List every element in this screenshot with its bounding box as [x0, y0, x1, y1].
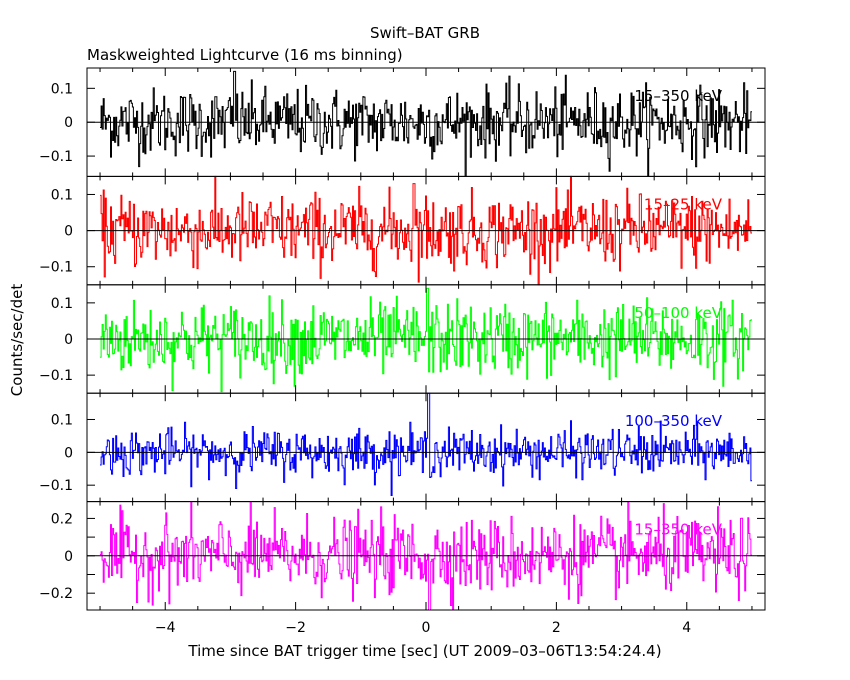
y-axis-label: Counts/sec/det [8, 284, 26, 397]
panel-2: −0.1 0 0.1 15–25 keV [39, 175, 766, 286]
y-tick-label: 0.1 [51, 187, 73, 203]
panel-energy-label: 15–25 keV [644, 195, 723, 213]
lightcurve-series [100, 501, 752, 611]
panel-1: −0.1 0 0.1 15–350 keV [39, 67, 766, 177]
panels-group: −0.1 0 0.1 15–350 keV −0.1 0 0.1 15–25 keV −0.1 0… [39, 67, 766, 636]
panel-5: −0.2 0 0.2 15–350 keV [39, 501, 766, 611]
chart-subtitle: Maskweighted Lightcurve (16 ms binning) [87, 46, 403, 64]
y-tick-label: 0.1 [51, 296, 73, 312]
y-tick-label: −0.1 [39, 260, 73, 276]
y-tick-label: 0 [64, 445, 73, 461]
lightcurve-series [100, 392, 752, 496]
lightcurve-series [100, 70, 752, 177]
lightcurve-series [100, 175, 752, 286]
panel-energy-label: 100–350 keV [625, 412, 723, 430]
y-tick-label: −0.1 [39, 478, 73, 494]
panel-3: −0.1 0 0.1 50–100 keV [39, 284, 766, 394]
y-tick-label: −0.1 [39, 368, 73, 384]
x-axis-label: Time since BAT trigger time [sec] (UT 20… [187, 642, 661, 660]
panel-energy-label: 15–350 keV [634, 521, 722, 539]
x-tick-label: −4 [155, 620, 176, 636]
y-tick-label: 0.1 [51, 81, 73, 97]
panel-energy-label: 15–350 keV [634, 87, 722, 105]
y-tick-label: −0.1 [39, 149, 73, 165]
y-tick-label: 0 [64, 332, 73, 348]
panel-4: −0.1 0 0.1 100–350 keV [39, 392, 766, 503]
y-tick-label: −0.2 [39, 586, 73, 602]
x-tick-label: 4 [682, 620, 691, 636]
y-tick-label: 0.1 [51, 412, 73, 428]
chart-title: Swift–BAT GRB [370, 24, 480, 42]
y-tick-label: 0 [64, 115, 73, 131]
x-tick-label: 0 [422, 620, 431, 636]
y-tick-label: 0 [64, 549, 73, 565]
y-tick-label: 0 [64, 224, 73, 240]
x-tick-label: −2 [285, 620, 306, 636]
panel-energy-label: 50–100 keV [634, 304, 722, 322]
lightcurve-series [100, 287, 752, 393]
y-tick-label: 0.2 [51, 511, 73, 527]
x-tick-label: 2 [552, 620, 561, 636]
